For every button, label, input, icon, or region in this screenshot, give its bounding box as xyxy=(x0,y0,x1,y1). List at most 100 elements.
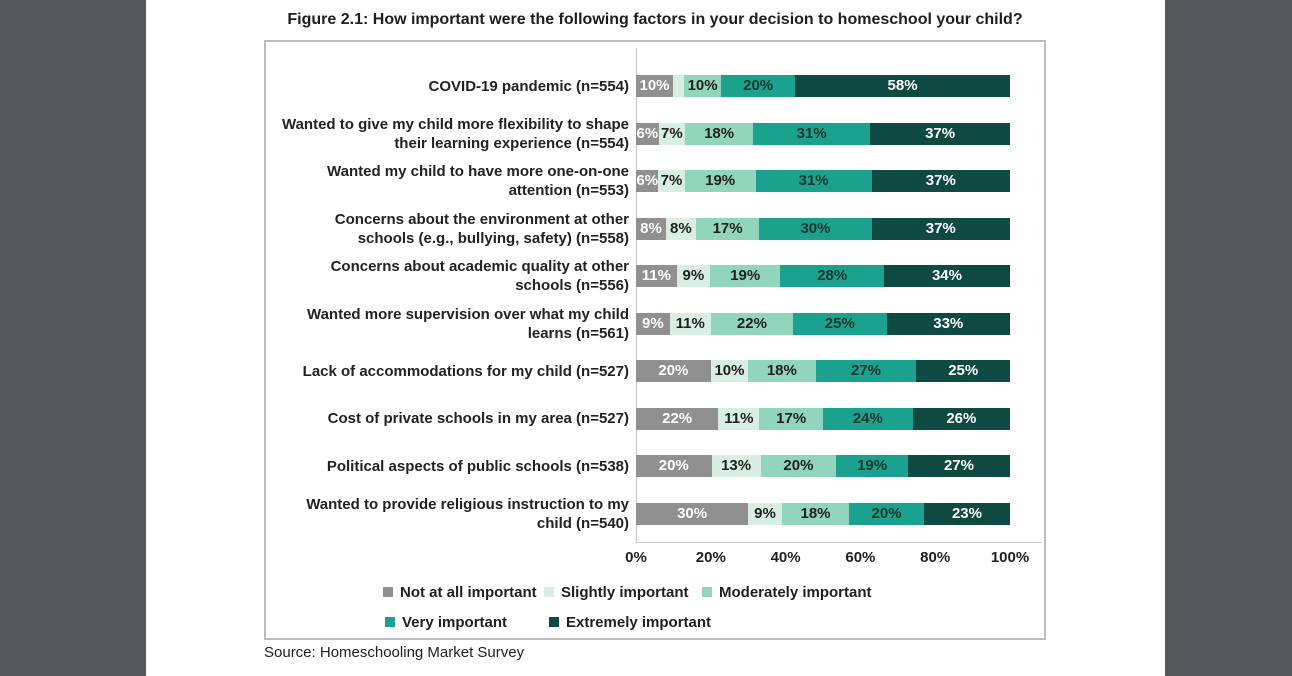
chart-row: Wanted more supervision over what my chi… xyxy=(266,300,1044,348)
bar-segment: 18% xyxy=(781,502,850,525)
bar-segment: 22% xyxy=(710,312,794,335)
bar-segment: 25% xyxy=(793,312,887,335)
bar-segment: 31% xyxy=(755,170,872,192)
bar-segment: 19% xyxy=(684,170,756,192)
category-label: Concerns about academic quality at other… xyxy=(330,258,629,294)
bar-segment: 20% xyxy=(760,455,837,477)
bar-segment: 33% xyxy=(886,312,1010,335)
legend-swatch xyxy=(544,587,554,597)
bar-segment: 20% xyxy=(721,75,796,97)
legend-item: Very important xyxy=(385,613,507,631)
bar-value-label: 27% xyxy=(943,457,974,474)
document-page: Figure 2.1: How important were the follo… xyxy=(146,0,1165,676)
bar-value-label: 58% xyxy=(887,77,918,94)
bar-value-label: 10% xyxy=(639,77,670,94)
bar-segment: 11% xyxy=(669,312,711,335)
bar-segment: 30% xyxy=(759,217,872,240)
x-axis-tick-label: 0% xyxy=(625,549,647,566)
bar-segment: 23% xyxy=(923,502,1010,525)
bar-segment: 11% xyxy=(718,407,760,430)
chart-row: Wanted to give my child more flexibility… xyxy=(266,110,1044,158)
chart-row: COVID-19 pandemic (n=554) 10% 10% 20% 58% xyxy=(266,62,1044,110)
legend-swatch xyxy=(383,587,393,597)
bar-value-label: 37% xyxy=(925,172,956,189)
bar-value-label: 13% xyxy=(721,457,752,474)
bar-value-label: 28% xyxy=(817,267,848,284)
bar-segment: 19% xyxy=(836,455,908,477)
bar-segment: 27% xyxy=(907,455,1010,477)
bar-value-label: 11% xyxy=(675,314,705,332)
bar-segment: 18% xyxy=(685,122,754,145)
category-label: Cost of private schools in my area (n=52… xyxy=(327,410,629,427)
legend-swatch xyxy=(549,617,559,627)
bar-value-label: 11% xyxy=(724,409,754,427)
bar-segment: 37% xyxy=(870,122,1010,145)
bar-value-label: 7% xyxy=(660,172,683,189)
bar-segment: 37% xyxy=(871,217,1010,240)
bar-value-label: 20% xyxy=(658,362,689,379)
bar-segment: 9% xyxy=(676,265,711,287)
category-label: Wanted to give my child more flexibility… xyxy=(281,115,629,152)
stacked-bar: 30% 9% 18% 20% 23% xyxy=(636,502,1010,525)
bar-value-label: 19% xyxy=(857,457,888,474)
bar-value-label: 25% xyxy=(824,314,855,332)
bar-segment xyxy=(673,75,685,97)
stacked-bar: 20% 10% 18% 27% 25% xyxy=(636,360,1010,382)
bar-segment: 6% xyxy=(636,122,659,145)
bar-segment: 18% xyxy=(748,360,816,382)
bar-segment: 10% xyxy=(636,75,674,97)
bar-segment: 10% xyxy=(710,360,749,382)
bar-segment: 7% xyxy=(658,122,686,145)
bar-value-label: 7% xyxy=(661,124,683,142)
legend-swatch xyxy=(702,587,712,597)
bar-segment: 20% xyxy=(636,360,711,382)
stacked-bar: 10% 10% 20% 58% xyxy=(636,75,1010,97)
bar-segment: 8% xyxy=(665,217,696,240)
category-label: COVID-19 pandemic (n=554) xyxy=(428,77,629,95)
bar-value-label: 25% xyxy=(948,362,979,379)
category-label: Wanted to provide religious instruction … xyxy=(306,495,629,532)
bar-value-label: 20% xyxy=(743,77,774,94)
bar-segment: 58% xyxy=(795,75,1010,97)
bar-value-label: 30% xyxy=(800,219,831,237)
figure-title: Figure 2.1: How important were the follo… xyxy=(287,11,1023,28)
x-axis-line xyxy=(636,542,1042,543)
bar-value-label: 20% xyxy=(783,457,814,474)
bar-value-label: 30% xyxy=(677,504,708,522)
bar-segment: 34% xyxy=(884,265,1010,287)
stacked-bar: 22% 11% 17% 24% 26% xyxy=(636,407,1010,430)
bar-value-label: 11% xyxy=(641,267,671,284)
chart-row: Cost of private schools in my area (n=52… xyxy=(266,395,1044,443)
legend-label: Slightly important xyxy=(561,583,689,601)
chart-row: Concerns about the environment at other … xyxy=(266,205,1044,253)
category-label: Wanted my child to have more one-on-one … xyxy=(327,163,629,199)
bar-segment: 9% xyxy=(636,312,670,335)
chart-row: Concerns about academic quality at other… xyxy=(266,252,1044,300)
stacked-bar: 9% 11% 22% 25% 33% xyxy=(636,312,1010,335)
bar-value-label: 19% xyxy=(730,267,761,284)
bar-value-label: 9% xyxy=(682,267,705,284)
x-axis-tick-label: 20% xyxy=(695,549,726,566)
chart-row: Lack of accommodations for my child (n=5… xyxy=(266,347,1044,395)
legend-item: Not at all important xyxy=(383,583,537,601)
bar-value-label: 23% xyxy=(951,504,982,522)
stacked-bar: 11% 9% 19% 28% 34% xyxy=(636,265,1010,287)
chart-row: Wanted to provide religious instruction … xyxy=(266,490,1044,538)
chart-row: Political aspects of public schools (n=5… xyxy=(266,442,1044,490)
legend-item: Moderately important xyxy=(702,583,872,601)
legend-swatch xyxy=(385,617,395,627)
bar-value-label: 31% xyxy=(798,172,829,189)
bar-value-label: 8% xyxy=(640,219,662,237)
bar-segment: 27% xyxy=(815,360,917,382)
bar-segment: 8% xyxy=(636,217,666,240)
bar-value-label: 9% xyxy=(754,504,776,522)
bar-segment: 37% xyxy=(871,170,1010,192)
bar-segment: 10% xyxy=(684,75,722,97)
legend-label: Not at all important xyxy=(400,583,537,601)
bar-segment: 28% xyxy=(780,265,885,287)
bar-segment: 25% xyxy=(916,360,1010,382)
stacked-bar: 6% 7% 18% 31% 37% xyxy=(636,122,1010,145)
bar-segment: 20% xyxy=(849,502,924,525)
bar-segment: 22% xyxy=(636,407,719,430)
